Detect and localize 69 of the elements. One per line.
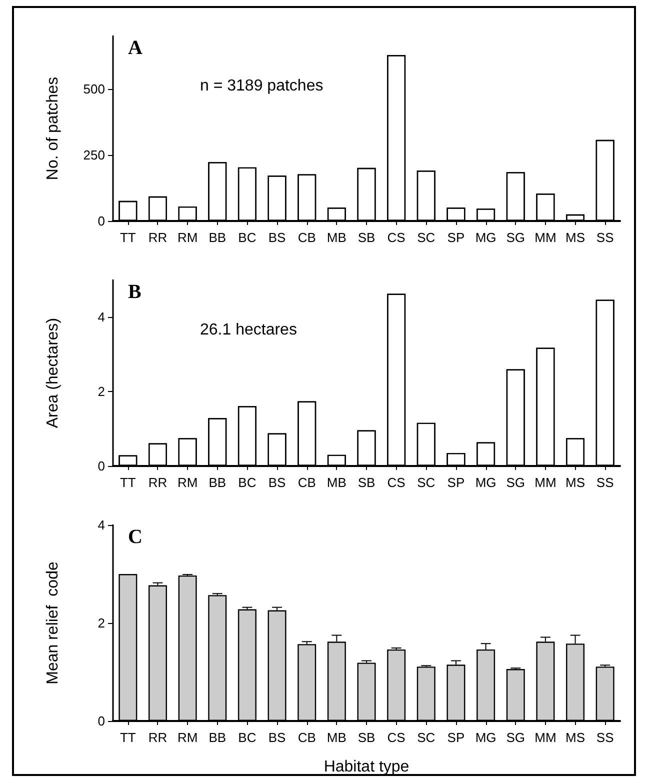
y-axis-title: Mean relief code	[44, 562, 62, 684]
x-tick-label: SC	[417, 475, 436, 490]
x-tick-label: CS	[387, 730, 406, 745]
x-tick-label: MM	[534, 730, 556, 745]
y-tick-label: 0	[98, 458, 105, 474]
annotation: C	[128, 526, 142, 548]
y-tick-label: 2	[98, 616, 105, 630]
x-tick-label: SB	[358, 730, 376, 745]
x-tick-label: RM	[177, 730, 198, 745]
x-tick-label: SC	[417, 730, 436, 745]
x-tick-label: MS	[566, 730, 586, 745]
x-tick-label: SS	[596, 730, 614, 745]
x-tick-label: TT	[120, 730, 136, 745]
y-tick-label: 0	[98, 714, 105, 728]
x-tick-label: BS	[268, 230, 286, 245]
x-tick-label: SS	[596, 230, 614, 245]
x-tick-label: SG	[506, 475, 526, 490]
x-tick-label: CB	[298, 475, 316, 490]
x-tick-label: SP	[447, 475, 465, 490]
x-tick-label: MB	[326, 730, 346, 745]
x-tick-label: RR	[148, 230, 168, 245]
annotation: B	[128, 281, 142, 303]
y-tick-label: 250	[83, 147, 105, 162]
x-tick-label: CB	[298, 230, 316, 245]
x-tick-label: BS	[268, 730, 286, 745]
x-tick-label: BS	[268, 475, 286, 490]
x-axis-title: Habitat type	[324, 758, 410, 776]
x-tick-label: MB	[326, 475, 346, 490]
x-tick-label: MG	[475, 475, 496, 490]
x-tick-label: SP	[447, 230, 465, 245]
x-tick-label: TT	[120, 475, 136, 490]
y-tick-label: 2	[98, 384, 105, 400]
x-tick-label: MS	[566, 230, 586, 245]
x-tick-label: SP	[447, 730, 465, 745]
y-tick-label: 500	[83, 81, 105, 96]
x-tick-label: SS	[596, 475, 614, 490]
x-tick-label: CS	[387, 230, 406, 245]
x-tick-label: MM	[534, 230, 556, 245]
x-tick-label: SC	[417, 230, 436, 245]
x-tick-label: MB	[326, 230, 346, 245]
x-tick-label: BB	[208, 730, 226, 745]
x-tick-label: BC	[238, 475, 256, 490]
x-tick-label: CS	[387, 475, 406, 490]
x-tick-label: RM	[177, 475, 198, 490]
x-tick-label: TT	[120, 230, 136, 245]
annotation: 26.1 hectares	[200, 322, 297, 338]
y-tick-label: 0	[98, 214, 105, 228]
x-tick-label: SG	[506, 230, 526, 245]
y-tick-label: 4	[98, 518, 105, 532]
x-tick-label: CB	[298, 730, 316, 745]
x-tick-label: RR	[148, 475, 168, 490]
x-tick-label: SB	[358, 475, 376, 490]
x-tick-label: SB	[358, 230, 376, 245]
x-tick-label: MM	[534, 475, 556, 490]
x-tick-label: BC	[238, 730, 256, 745]
y-axis-title: Area (hectares)	[44, 318, 62, 428]
x-tick-label: MS	[566, 475, 586, 490]
x-tick-label: SG	[506, 730, 526, 745]
x-tick-label: BB	[208, 475, 226, 490]
x-tick-label: BB	[208, 230, 226, 245]
x-tick-label: RM	[177, 230, 198, 245]
annotation: n = 3189 patches	[200, 78, 324, 94]
x-tick-label: BC	[238, 230, 256, 245]
y-axis-title: No. of patches	[44, 76, 62, 180]
x-tick-label: RR	[148, 730, 168, 745]
x-tick-label: MG	[475, 730, 496, 745]
y-tick-label: 4	[98, 310, 105, 325]
annotation: A	[128, 37, 143, 59]
x-tick-label: MG	[475, 230, 496, 245]
